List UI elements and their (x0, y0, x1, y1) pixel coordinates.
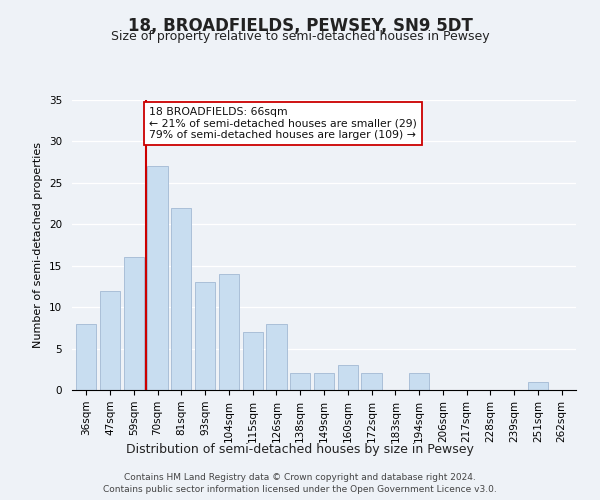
Bar (219, 274, 239, 390)
Bar (409, 374, 429, 390)
Text: 18, BROADFIELDS, PEWSEY, SN9 5DT: 18, BROADFIELDS, PEWSEY, SN9 5DT (128, 18, 472, 36)
Bar (338, 365, 358, 390)
Bar (242, 332, 263, 390)
Bar (100, 290, 120, 390)
Bar (314, 374, 334, 390)
Bar (195, 282, 215, 390)
Bar (148, 166, 167, 390)
Text: Distribution of semi-detached houses by size in Pewsey: Distribution of semi-detached houses by … (126, 442, 474, 456)
Text: 18 BROADFIELDS: 66sqm
← 21% of semi-detached houses are smaller (29)
79% of semi: 18 BROADFIELDS: 66sqm ← 21% of semi-deta… (149, 106, 417, 140)
Text: Contains public sector information licensed under the Open Government Licence v3: Contains public sector information licen… (103, 485, 497, 494)
Bar (266, 324, 287, 390)
Bar (124, 258, 144, 390)
Text: Contains HM Land Registry data © Crown copyright and database right 2024.: Contains HM Land Registry data © Crown c… (124, 472, 476, 482)
Bar (290, 374, 310, 390)
Text: Size of property relative to semi-detached houses in Pewsey: Size of property relative to semi-detach… (110, 30, 490, 43)
Bar (171, 208, 191, 390)
Y-axis label: Number of semi-detached properties: Number of semi-detached properties (34, 142, 43, 348)
Bar (76, 324, 97, 390)
Bar (528, 382, 548, 390)
Bar (361, 374, 382, 390)
